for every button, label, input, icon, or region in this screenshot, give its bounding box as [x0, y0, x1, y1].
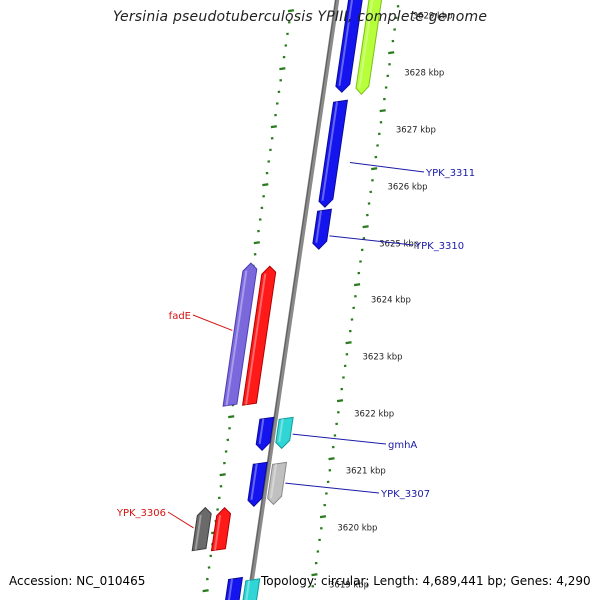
tick-mark-right — [362, 225, 369, 229]
tick-mark-right — [319, 515, 327, 519]
tick-mark-left — [262, 183, 269, 187]
tick-mark-right — [311, 573, 318, 577]
tick-mark-left — [270, 125, 277, 129]
gene-arrow — [247, 461, 268, 508]
gene-arrow — [267, 461, 288, 506]
tick-mark-right — [336, 399, 344, 403]
gene-leader-line — [167, 511, 194, 529]
gene-leader-line — [285, 482, 380, 494]
tick-mark-right — [388, 51, 395, 55]
tick-mark-left — [228, 415, 235, 419]
gene-arrow-highlight — [338, 0, 354, 86]
gene-arrow-highlight — [227, 578, 234, 600]
gene-arrow — [242, 265, 277, 406]
tick-mark-right — [371, 167, 378, 171]
tick-mark-left — [219, 473, 226, 477]
tick-mark-left — [279, 67, 286, 71]
gene-arrow-highlight — [245, 273, 267, 405]
gene-leader-line — [292, 433, 387, 445]
gene-arrow — [222, 262, 258, 407]
gene-arrow-highlight — [250, 463, 258, 500]
gene-arrow — [242, 578, 261, 600]
genome-summary: Topology: circular; Length: 4,689,441 bp… — [261, 574, 591, 588]
gene-leader-line — [329, 235, 414, 246]
gene-arrow-highlight — [258, 418, 265, 444]
gene-arrow-highlight — [225, 270, 248, 406]
scale-label: 3625 kbp — [379, 240, 419, 250]
gene-arrow — [312, 208, 332, 250]
scale-label: 3621 kbp — [346, 467, 386, 477]
gene-arrow-highlight — [358, 0, 374, 88]
gene-arrow — [335, 0, 363, 93]
gene-label: YPK_3311 — [425, 168, 475, 179]
scale-label: 3620 kbp — [337, 524, 377, 534]
tick-mark-right — [379, 109, 386, 113]
gene-arrow — [355, 0, 383, 96]
gene-arrow-highlight — [213, 515, 222, 551]
gene-label: YPK_3307 — [380, 489, 430, 500]
gene-label: fadE — [169, 311, 191, 322]
backbone-line — [246, 0, 340, 600]
gene-leader-line — [349, 161, 425, 173]
gene-arrow-highlight — [194, 514, 202, 551]
gene-arrow-highlight — [315, 210, 323, 243]
gene-arrow — [318, 99, 348, 208]
accession-label: Accession: NC_010465 — [9, 574, 146, 588]
gene-label: YPK_3306 — [116, 508, 166, 519]
tick-mark-left — [253, 241, 260, 245]
gene-arrow-highlight — [245, 580, 251, 600]
scale-label: 3629 kbp — [413, 12, 453, 22]
gene-arrow-highlight — [321, 101, 339, 201]
gene-arrow — [225, 576, 243, 600]
gene-arrow — [210, 506, 232, 552]
scale-label: 3619 kbp — [329, 581, 369, 591]
scale-label: 3623 kbp — [363, 353, 403, 363]
map-title: Yersinia pseudotuberculosis YPIII, compl… — [112, 9, 488, 25]
scale-label: 3628 kbp — [404, 69, 444, 79]
scale-label: 3626 kbp — [388, 183, 428, 193]
tick-mark-left — [287, 9, 295, 13]
tick-mark-right — [328, 457, 335, 461]
tick-mark-right — [353, 283, 361, 287]
scale-label: 3622 kbp — [354, 410, 394, 420]
scale-label: 3624 kbp — [371, 296, 411, 306]
gene-leader-line — [192, 314, 233, 331]
backbone-shade — [247, 0, 337, 600]
gene-arrow — [191, 506, 212, 552]
scale-label: 3627 kbp — [396, 126, 436, 136]
gene-label: gmhA — [388, 440, 417, 451]
tick-mark-left — [202, 589, 209, 593]
tick-tracks — [202, 5, 400, 593]
gene-arrow — [255, 416, 275, 452]
gene-arrow-highlight — [278, 418, 284, 443]
gene-arrow-highlight — [270, 463, 278, 499]
gene-arrow — [275, 416, 294, 450]
tick-mark-right — [345, 341, 352, 345]
gene-label: YPK_3310 — [414, 241, 464, 252]
